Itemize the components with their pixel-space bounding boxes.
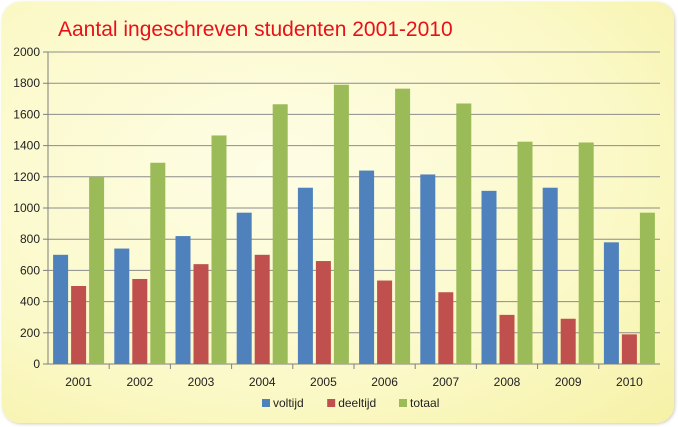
bar-totaal: [333, 84, 349, 364]
legend-label: voltijd: [273, 396, 304, 410]
y-tick-label: 1800: [13, 76, 40, 90]
y-tick-label: 1000: [13, 201, 40, 215]
bar-totaal: [578, 142, 594, 364]
bar-deeltijd: [621, 334, 637, 364]
legend-label: totaal: [410, 396, 439, 410]
bar-totaal: [517, 141, 533, 364]
legend-swatch: [399, 399, 407, 407]
bar-totaal: [395, 88, 411, 364]
bar-voltijd: [175, 236, 191, 364]
x-tick-label: 2009: [555, 375, 582, 389]
y-tick-label: 1600: [13, 107, 40, 121]
bar-voltijd: [542, 187, 558, 364]
y-tick-label: 0: [33, 357, 40, 371]
bar-voltijd: [603, 242, 619, 364]
bar-voltijd: [420, 174, 436, 364]
y-axis-ticks: 0 200 400 600 800 1000 1200 1400 1600 1800 2000: [13, 45, 49, 371]
bar-totaal: [89, 176, 105, 364]
chart-title: Aantal ingeschreven studenten 2001-2010: [58, 18, 453, 41]
bar-deeltijd: [377, 280, 393, 364]
legend-item-deeltijd: deeltijd: [327, 396, 376, 410]
x-axis-ticks: 2001 2002 2003 2004 2005 2006 2007 2008 2009 2010: [65, 364, 643, 389]
legend-swatch: [327, 399, 336, 407]
x-tick-label: 2006: [371, 375, 398, 389]
y-tick-label: 600: [20, 263, 40, 277]
y-tick-label: 200: [20, 326, 40, 340]
y-tick-label: 1200: [13, 170, 40, 184]
legend-item-totaal: totaal: [399, 396, 439, 410]
bar-deeltijd: [132, 278, 148, 364]
x-tick-label: 2007: [432, 375, 459, 389]
bar-totaal: [150, 162, 166, 364]
bars: [53, 84, 655, 364]
x-tick-label: 2003: [188, 375, 215, 389]
y-tick-label: 1400: [13, 139, 40, 153]
bar-deeltijd: [438, 292, 454, 364]
legend-swatch: [262, 399, 270, 407]
bar-deeltijd: [315, 261, 331, 364]
bar-totaal: [639, 212, 655, 364]
x-tick-label: 2008: [494, 375, 521, 389]
bar-totaal: [272, 104, 288, 364]
x-tick-label: 2001: [65, 375, 92, 389]
x-tick-label: 2010: [616, 375, 643, 389]
bar-voltijd: [53, 254, 69, 364]
bar-voltijd: [114, 248, 130, 364]
x-tick-label: 2005: [310, 375, 337, 389]
y-tick-label: 400: [20, 295, 40, 309]
legend-item-voltijd: voltijd: [262, 396, 304, 410]
x-tick-label: 2002: [126, 375, 153, 389]
bar-totaal: [211, 135, 227, 364]
chart-frame: Aantal ingeschreven studenten 2001-2010 …: [2, 2, 674, 423]
y-tick-label: 2000: [13, 45, 40, 59]
bar-totaal: [456, 103, 472, 364]
bar-voltijd: [359, 170, 375, 364]
bar-voltijd: [236, 212, 252, 364]
bar-deeltijd: [560, 318, 576, 364]
y-tick-label: 800: [20, 232, 40, 246]
legend-label: deeltijd: [338, 396, 376, 410]
bar-deeltijd: [193, 264, 209, 364]
bar-deeltijd: [71, 286, 87, 364]
legend: voltijd deeltijd totaal: [262, 396, 439, 410]
x-tick-label: 2004: [249, 375, 276, 389]
bar-deeltijd: [254, 254, 270, 364]
bar-chart: 0 200 400 600 800 1000 1200 1400 1600 1800 2000 20…: [13, 45, 660, 410]
bar-deeltijd: [499, 314, 515, 364]
bar-voltijd: [481, 190, 497, 364]
bar-voltijd: [297, 187, 313, 364]
